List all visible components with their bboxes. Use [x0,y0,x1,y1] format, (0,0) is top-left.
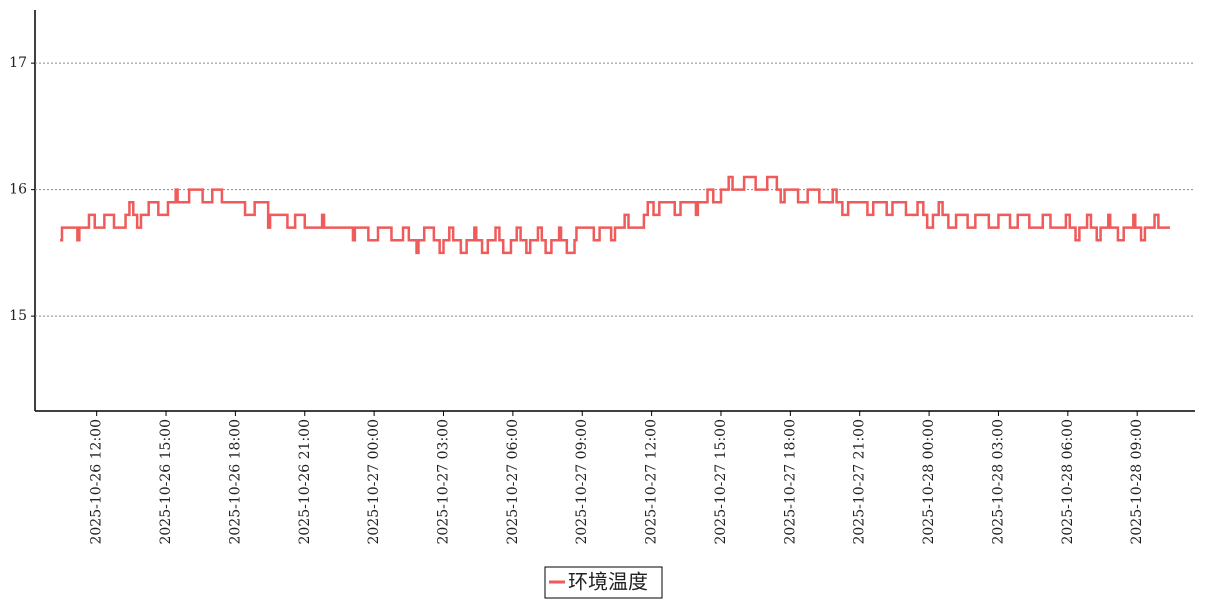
x-tick-label: 2025-10-26 21:00 [297,419,313,545]
data-line [60,175,1170,255]
x-tick-label: 2025-10-27 18:00 [782,419,798,545]
y-tick-label: 17 [9,55,27,71]
x-tick-label: 2025-10-27 09:00 [574,419,590,545]
x-tick-label: 2025-10-27 12:00 [644,419,660,545]
legend-label: 环境温度 [568,570,648,594]
y-tick-label: 15 [9,308,27,324]
x-tick-label: 2025-10-27 06:00 [505,419,521,545]
x-tick-label: 2025-10-28 00:00 [921,419,937,545]
x-tick-label: 2025-10-26 18:00 [227,419,243,545]
x-tick-label: 2025-10-28 03:00 [990,419,1006,545]
x-tick-label: 2025-10-27 03:00 [436,419,452,545]
x-tick-label: 2025-10-26 15:00 [158,419,174,545]
x-tick-label: 2025-10-27 21:00 [852,419,868,545]
x-tick-label: 2025-10-28 06:00 [1060,419,1076,545]
x-tick-label: 2025-10-26 12:00 [89,419,105,545]
y-tick-label: 16 [9,182,27,198]
x-tick-label: 2025-10-27 15:00 [713,419,729,545]
x-tick-label: 2025-10-28 09:00 [1129,419,1145,545]
x-tick-label: 2025-10-27 00:00 [366,419,382,545]
